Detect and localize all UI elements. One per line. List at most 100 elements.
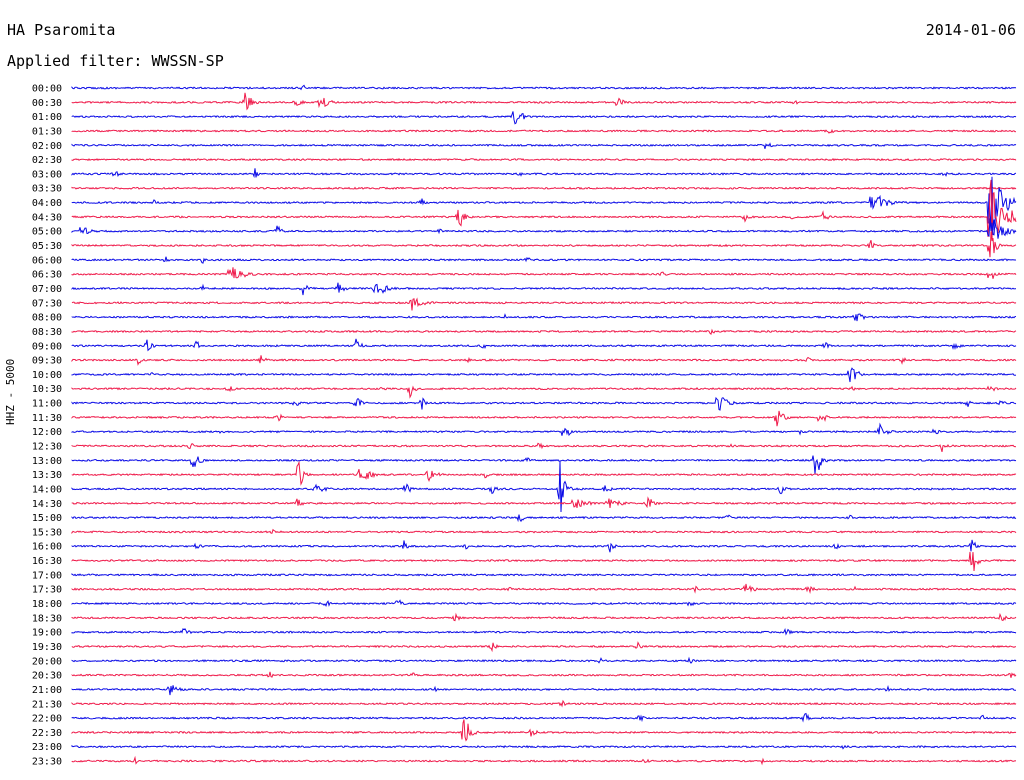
trace-time-label: 16:00 [32,542,62,553]
seismic-trace [71,599,1017,608]
trace-time-label: 03:30 [32,184,62,195]
trace-time-label: 20:30 [32,671,62,682]
seismic-trace [71,128,1017,134]
seismic-trace [71,628,1017,636]
trace-time-label: 03:00 [32,169,62,180]
trace-time-label: 17:30 [32,585,62,596]
seismic-trace [71,111,1017,125]
trace-time-label: 13:00 [32,456,62,467]
seismic-trace [71,573,1017,577]
trace-time-label: 05:00 [32,227,62,238]
seismic-trace [71,671,1017,678]
seismic-trace [71,744,1017,750]
seismic-trace [71,385,1017,399]
trace-time-label: 15:30 [32,527,62,538]
trace-time-label: 20:00 [32,656,62,667]
seismic-trace [71,176,1017,231]
trace-time-label: 18:00 [32,599,62,610]
seismic-trace [71,396,1017,411]
seismic-trace [71,514,1017,523]
trace-time-label: 10:30 [32,384,62,395]
trace-time-label: 21:30 [32,699,62,710]
trace-time-label: 00:30 [32,98,62,109]
seismic-trace [71,168,1017,179]
seismic-trace [71,355,1017,366]
seismic-trace [71,367,1017,383]
trace-time-label: 22:30 [32,728,62,739]
seismic-trace [71,422,1017,437]
trace-time-label: 19:30 [32,642,62,653]
seismic-trace [71,338,1017,352]
trace-time-label: 16:30 [32,556,62,567]
trace-time-label: 09:30 [32,356,62,367]
seismic-trace [71,684,1016,696]
trace-time-label: 09:00 [32,341,62,352]
trace-time-label: 02:00 [32,141,62,152]
seismic-trace [71,551,1017,572]
seismic-trace [71,179,1017,242]
trace-time-label: 05:30 [32,241,62,252]
trace-time-label: 22:00 [32,714,62,725]
trace-time-label: 17:00 [32,570,62,581]
trace-time-label: 01:30 [32,126,62,137]
seismic-trace [71,256,1017,264]
seismic-trace [71,656,1017,664]
seismic-trace [71,612,1017,622]
trace-time-label: 07:00 [32,284,62,295]
seismic-trace [71,157,1017,162]
seismic-trace [71,328,1017,335]
seismic-trace [71,186,1017,190]
seismic-trace [71,583,1017,594]
seismic-trace [71,231,1017,258]
seismic-trace [71,712,1017,723]
seismic-trace [71,282,1016,296]
seismic-trace [71,528,1017,535]
seismic-trace [71,218,1017,239]
seismic-trace [71,755,1017,766]
seismic-trace [71,455,1017,474]
seismic-trace [71,92,1017,111]
trace-time-label: 12:30 [32,442,62,453]
trace-time-label: 08:30 [32,327,62,338]
seismic-trace [71,461,1017,513]
trace-time-label: 11:30 [32,413,62,424]
trace-time-label: 12:00 [32,427,62,438]
trace-time-label: 07:30 [32,298,62,309]
station-name: HA Psaromita [7,21,116,39]
trace-time-label: 14:30 [32,499,62,510]
trace-time-label: 00:00 [32,84,62,95]
seismic-trace [71,313,1017,322]
trace-time-label: 14:00 [32,484,62,495]
seismic-trace [71,410,1017,427]
seismic-trace [71,84,1017,91]
seismic-trace [71,719,1017,742]
trace-time-label: 04:30 [32,212,62,223]
trace-time-label: 23:00 [32,742,62,753]
trace-time-label: 06:30 [32,270,62,281]
seismic-trace [71,539,1017,553]
seismic-trace [71,142,1017,149]
trace-time-label: 02:30 [32,155,62,166]
trace-time-label: 18:30 [32,613,62,624]
trace-time-label: 15:00 [32,513,62,524]
seismic-trace [71,460,1017,486]
seismic-trace [71,699,1017,708]
seismic-trace [71,641,1016,653]
trace-time-label: 08:00 [32,313,62,324]
trace-time-label: 21:00 [32,685,62,696]
date-label: 2014-01-06 [925,21,1016,39]
seismic-trace [71,297,1017,311]
trace-time-label: 13:30 [32,470,62,481]
trace-time-label: 01:00 [32,112,62,123]
trace-time-label: 11:00 [32,399,62,410]
seismic-trace [71,442,1017,453]
trace-time-label: 06:00 [32,255,62,266]
trace-time-label: 23:30 [32,757,62,768]
seismic-trace [71,267,1017,279]
trace-time-label: 10:00 [32,370,62,381]
seismic-trace [71,496,1017,509]
trace-time-label: 19:00 [32,628,62,639]
trace-time-label: 04:00 [32,198,62,209]
filter-label: Applied filter: WWSSN-SP [7,52,224,70]
